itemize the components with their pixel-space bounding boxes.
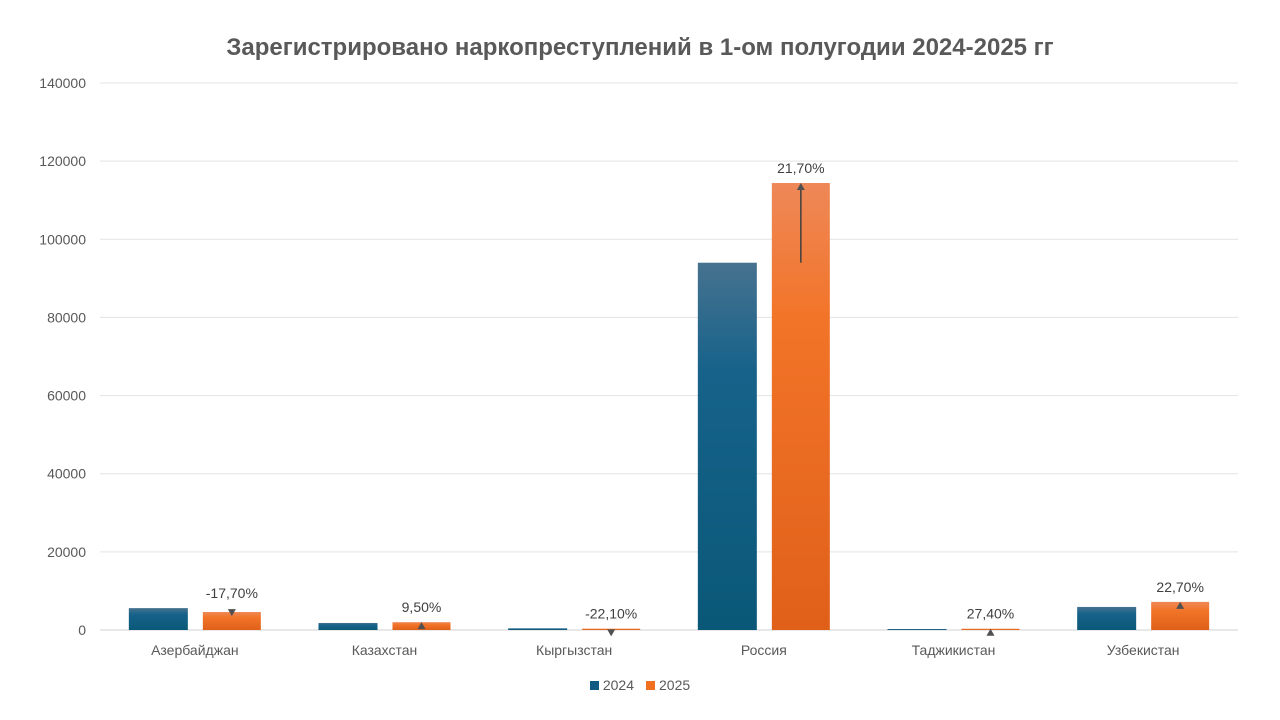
change-label: 9,50% [402,599,442,615]
arrow-down-icon [607,629,616,637]
bar-2024 [128,608,188,630]
arrow-up-icon [417,622,426,630]
change-label: -22,10% [585,605,637,621]
x-tick-label: Россия [741,642,787,658]
y-tick-label: 20000 [47,544,86,560]
arrow-up-icon [1176,601,1185,609]
arrow-down-icon [227,609,236,617]
x-tick-label: Кыргызстан [536,642,612,658]
y-tick-label: 120000 [39,153,86,169]
bar-2024 [697,262,757,630]
legend: 2024 2025 [0,677,1280,693]
change-label: 27,40% [967,606,1014,622]
x-tick-label: Таджикистан [912,642,996,658]
legend-item-2025: 2025 [646,677,690,693]
y-tick-label: 40000 [47,466,86,482]
legend-label: 2024 [602,677,634,693]
y-tick-label: 140000 [39,75,86,91]
y-tick-label: 60000 [47,388,86,404]
arrow-up-icon [986,628,995,636]
chart-title: Зарегистрировано наркопреступлений в 1-о… [226,34,1054,61]
y-tick-label: 0 [78,622,86,638]
arrow-up-icon [796,183,805,191]
bar-2024 [887,629,947,630]
change-label: 22,70% [1156,579,1203,595]
y-tick-label: 100000 [39,231,86,247]
bar-2025 [202,612,261,630]
legend-label: 2025 [659,677,691,693]
x-tick-label: Узбекистан [1107,642,1180,658]
y-tick-label: 80000 [47,309,86,325]
change-label: -17,70% [206,585,258,601]
bar-2024 [318,622,378,630]
x-tick-label: Казахстан [352,642,418,658]
bar-2024 [1077,606,1137,630]
bar-2024 [508,628,568,630]
bar-2025 [582,628,641,630]
x-tick-label: Азербайджан [151,642,239,658]
legend-item-2024: 2024 [589,677,634,693]
change-label: 21,70% [777,160,824,176]
